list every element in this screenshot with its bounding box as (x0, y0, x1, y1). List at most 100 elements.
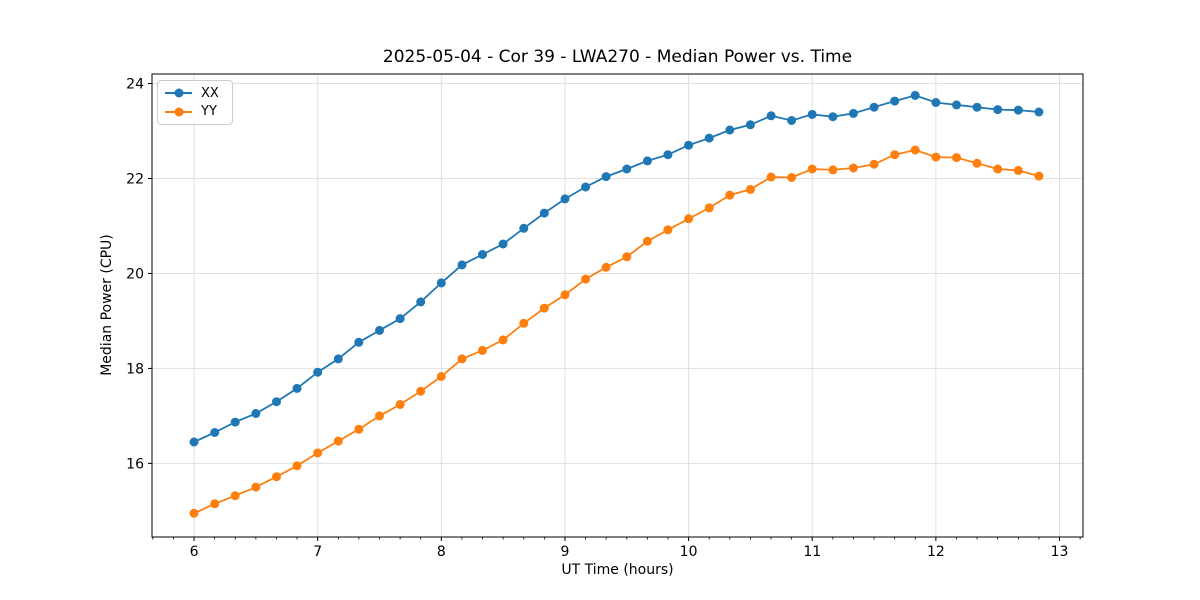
series-line-yy (193, 149, 1040, 515)
data-point-xx (189, 437, 199, 447)
data-point-yy (354, 424, 364, 434)
y-axis-label: Median Power (CPU) (99, 234, 115, 376)
data-point-yy (395, 400, 405, 409)
legend: XX YY (157, 80, 233, 125)
data-point-xx (313, 367, 323, 377)
data-point-yy (416, 386, 426, 396)
data-point-yy (972, 158, 982, 168)
data-point-yy (251, 482, 261, 492)
x-tick-label: 7 (313, 544, 322, 560)
legend-item-yy: YY (165, 105, 225, 118)
data-point-yy (210, 499, 220, 509)
data-point-yy (1034, 171, 1044, 181)
x-tick-label: 6 (190, 544, 199, 560)
data-point-xx (725, 125, 735, 135)
data-point-xx (416, 297, 426, 307)
data-point-xx (828, 112, 838, 122)
x-tick-label: 10 (680, 544, 698, 560)
data-point-yy (313, 448, 323, 458)
data-point-xx (436, 278, 446, 288)
data-point-xx (807, 109, 817, 119)
data-point-yy (704, 203, 714, 213)
data-point-yy (807, 164, 817, 174)
data-point-xx (498, 239, 508, 249)
data-point-xx (972, 102, 982, 112)
data-point-xx (642, 156, 652, 166)
data-point-yy (560, 290, 570, 300)
data-point-xx (931, 98, 941, 107)
data-point-yy (910, 145, 920, 155)
x-tick-label: 13 (1051, 544, 1069, 560)
data-point-xx (766, 111, 776, 121)
x-axis-label: UT Time (hours) (561, 562, 674, 578)
data-point-xx (478, 250, 487, 259)
data-point-xx (848, 108, 858, 118)
data-point-xx (910, 90, 920, 100)
data-point-xx (375, 325, 384, 335)
y-tick-label: 16 (126, 456, 144, 472)
data-point-xx (745, 120, 755, 130)
legend-marker-xx-icon (165, 88, 192, 99)
data-point-xx (622, 164, 632, 174)
data-point-xx (684, 140, 694, 150)
data-point-yy (890, 150, 900, 160)
data-point-xx (993, 105, 1003, 115)
data-point-xx (1034, 107, 1044, 117)
data-point-xx (704, 133, 714, 143)
data-point-yy (848, 163, 858, 173)
data-point-xx (560, 194, 570, 204)
data-point-yy (292, 461, 302, 471)
data-point-xx (869, 102, 879, 112)
data-point-yy (230, 491, 240, 501)
data-point-xx (787, 116, 797, 125)
data-point-yy (601, 262, 611, 272)
axes-spines (151, 73, 1084, 538)
data-point-xx (395, 314, 405, 324)
data-point-yy (1013, 165, 1023, 175)
legend-label-xx: XX (201, 85, 219, 101)
data-point-xx (1013, 105, 1023, 115)
data-point-xx (539, 208, 549, 218)
data-point-yy (745, 184, 755, 194)
data-point-yy (766, 172, 776, 182)
legend-item-xx: XX (165, 87, 225, 100)
data-point-xx (230, 417, 240, 427)
data-point-yy (539, 303, 549, 313)
y-tick-label: 18 (126, 361, 144, 377)
data-point-yy (189, 508, 199, 518)
legend-marker-yy-icon (165, 106, 192, 117)
data-point-yy (684, 214, 694, 224)
y-tick-label: 24 (126, 76, 144, 92)
data-point-xx (210, 428, 220, 437)
data-point-yy (828, 165, 838, 175)
data-point-yy (993, 164, 1003, 174)
data-point-yy (333, 436, 343, 446)
data-point-yy (272, 472, 281, 482)
data-point-xx (663, 150, 673, 160)
y-tick-label: 20 (126, 266, 144, 282)
data-point-xx (601, 172, 611, 182)
data-point-yy (787, 173, 797, 182)
data-point-yy (725, 190, 735, 200)
data-point-xx (333, 354, 343, 364)
data-point-xx (890, 96, 900, 106)
data-point-xx (272, 397, 281, 407)
data-point-xx (251, 409, 261, 418)
x-tick-label: 9 (560, 544, 569, 560)
data-point-xx (292, 383, 302, 393)
data-point-xx (581, 182, 591, 192)
data-point-yy (375, 411, 384, 421)
data-point-yy (952, 153, 961, 163)
data-point-xx (457, 260, 467, 270)
chart-title: 2025-05-04 - Cor 39 - LWA270 - Median Po… (382, 47, 853, 67)
y-tick-label: 22 (126, 171, 144, 187)
x-tick-label: 11 (803, 544, 821, 560)
data-point-yy (519, 318, 529, 328)
data-point-xx (519, 223, 529, 233)
data-point-yy (457, 354, 467, 364)
data-point-yy (498, 335, 508, 345)
x-tick-label: 12 (927, 544, 945, 560)
legend-label-yy: YY (201, 104, 217, 120)
